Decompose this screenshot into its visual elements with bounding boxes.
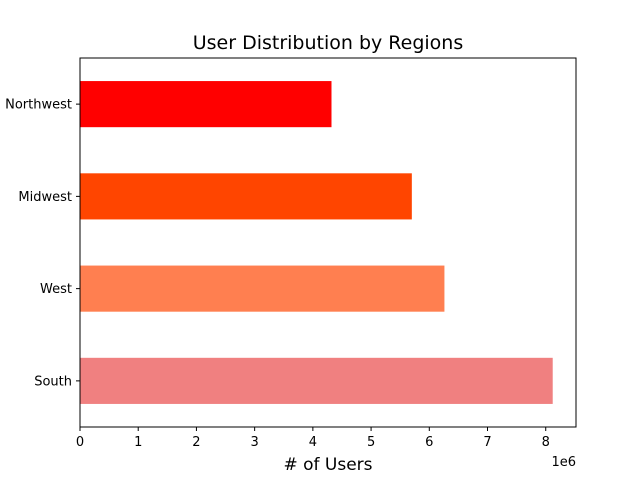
- bar-northwest: [80, 81, 332, 128]
- y-tick-label-south: South: [34, 374, 72, 389]
- bars-group: [80, 81, 553, 404]
- x-tick-label-8: 8: [542, 435, 550, 450]
- x-tick-label-5: 5: [367, 435, 375, 450]
- x-axis-label: # of Users: [283, 455, 372, 475]
- x-axis-ticks: 0 1 2 3 4 5 6 7 8: [76, 427, 550, 450]
- x-axis-offset-label: 1e6: [551, 455, 576, 470]
- bar-south: [80, 357, 553, 404]
- x-tick-label-0: 0: [76, 435, 84, 450]
- plot-frame: [79, 57, 577, 428]
- x-tick-label-2: 2: [192, 435, 200, 450]
- y-tick-label-west: West: [40, 282, 72, 297]
- x-tick-label-7: 7: [483, 435, 491, 450]
- y-tick-label-midwest: Midwest: [18, 190, 72, 205]
- x-tick-label-3: 3: [251, 435, 259, 450]
- y-axis-ticks: South West Midwest Northwest: [5, 98, 80, 389]
- x-tick-label-6: 6: [425, 435, 433, 450]
- chart-title: User Distribution by Regions: [193, 32, 464, 54]
- bar-west: [80, 265, 445, 312]
- y-tick-label-northwest: Northwest: [5, 98, 72, 113]
- x-tick-label-4: 4: [309, 435, 317, 450]
- bar-midwest: [80, 173, 412, 220]
- x-tick-label-1: 1: [134, 435, 142, 450]
